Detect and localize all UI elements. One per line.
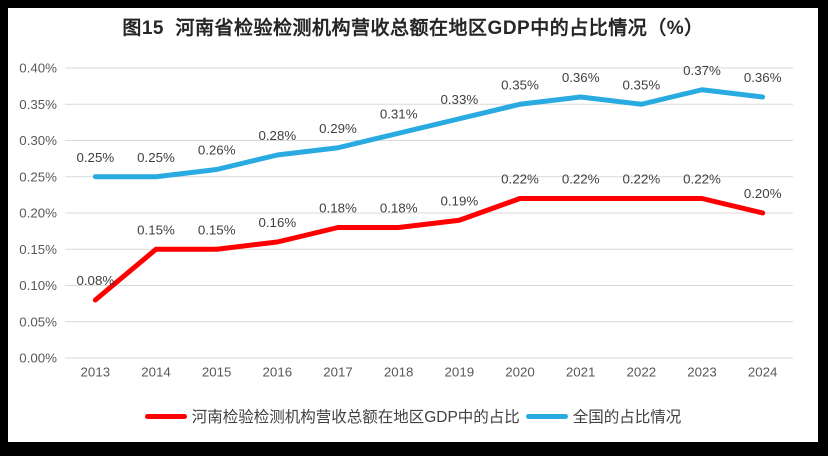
data-label-series-1: 0.29% [319, 121, 357, 136]
x-axis-tick-label: 2024 [748, 365, 778, 380]
y-axis-tick-label: 0.25% [19, 169, 57, 184]
data-label-series-0: 0.18% [380, 201, 418, 216]
x-axis-tick-label: 2013 [81, 365, 111, 380]
legend-label-henan: 河南检验检测机构营收总额在地区GDP中的占比 [191, 409, 520, 426]
data-label-series-0: 0.22% [501, 172, 539, 187]
data-label-series-0: 0.15% [198, 222, 236, 237]
data-label-series-1: 0.26% [198, 143, 236, 158]
legend-swatch-red-line [144, 413, 187, 419]
x-axis-tick-label: 2018 [384, 365, 414, 380]
data-label-series-1: 0.31% [380, 106, 418, 121]
legend-item-national: 全国的占比情况 [525, 405, 682, 427]
data-label-series-0: 0.18% [319, 201, 357, 216]
data-label-series-0: 0.22% [683, 172, 721, 187]
x-axis-tick-label: 2017 [323, 365, 353, 380]
y-axis-tick-label: 0.15% [19, 242, 57, 257]
chart-legend: 河南检验检测机构营收总额在地区GDP中的占比 全国的占比情况 [8, 405, 818, 427]
data-label-series-1: 0.36% [744, 70, 782, 85]
x-axis-tick-label: 2020 [505, 365, 535, 380]
data-label-series-0: 0.20% [744, 186, 782, 201]
y-axis-tick-label: 0.20% [19, 206, 57, 221]
chart-title: 图15 河南省检验检测机构营收总额在地区GDP中的占比情况（%） [122, 18, 704, 39]
chart-area: 图15 河南省检验检测机构营收总额在地区GDP中的占比情况（%） 0.40% 0.… [8, 8, 818, 442]
data-label-series-0: 0.08% [76, 273, 114, 288]
legend-label-national: 全国的占比情况 [572, 409, 682, 426]
x-axis-tick-label: 2015 [202, 365, 232, 380]
data-label-series-0: 0.22% [622, 172, 660, 187]
data-label-series-0: 0.22% [562, 172, 600, 187]
x-axis-tick-label: 2021 [566, 365, 596, 380]
legend-swatch-blue-line [525, 413, 568, 419]
data-label-series-0: 0.15% [137, 222, 175, 237]
x-axis-tick-label: 2019 [445, 365, 475, 380]
legend-item-henan: 河南检验检测机构营收总额在地区GDP中的占比 [144, 405, 520, 427]
chart-canvas: 0.40% 0.35% 0.30% 0.25% 0.20% 0.15% 0.10% 0.05%… [19, 61, 793, 380]
y-axis-tick-label: 0.05% [19, 314, 57, 329]
series-line-0 [92, 196, 766, 303]
data-label-series-0: 0.19% [440, 193, 478, 208]
y-axis-tick-label: 0.00% [19, 351, 57, 366]
x-axis-tick-label: 2022 [627, 365, 657, 380]
y-axis-tick-label: 0.10% [19, 278, 57, 293]
x-axis-tick-label: 2016 [263, 365, 293, 380]
data-label-series-1: 0.25% [76, 150, 114, 165]
y-axis-tick-label: 0.35% [19, 97, 57, 112]
y-axis-tick-label: 0.40% [19, 61, 57, 76]
data-label-series-1: 0.28% [258, 128, 296, 143]
series-line-1 [92, 87, 766, 180]
x-axis-tick-label: 2023 [687, 365, 717, 380]
data-label-series-1: 0.37% [683, 63, 721, 78]
y-axis-tick-label: 0.30% [19, 133, 57, 148]
data-label-series-1: 0.35% [501, 77, 539, 92]
x-axis-tick-label: 2014 [141, 365, 171, 380]
data-label-series-1: 0.35% [622, 77, 660, 92]
data-label-series-1: 0.25% [137, 150, 175, 165]
data-label-series-1: 0.36% [562, 70, 600, 85]
data-label-series-0: 0.16% [258, 215, 296, 230]
data-label-series-1: 0.33% [440, 92, 478, 107]
